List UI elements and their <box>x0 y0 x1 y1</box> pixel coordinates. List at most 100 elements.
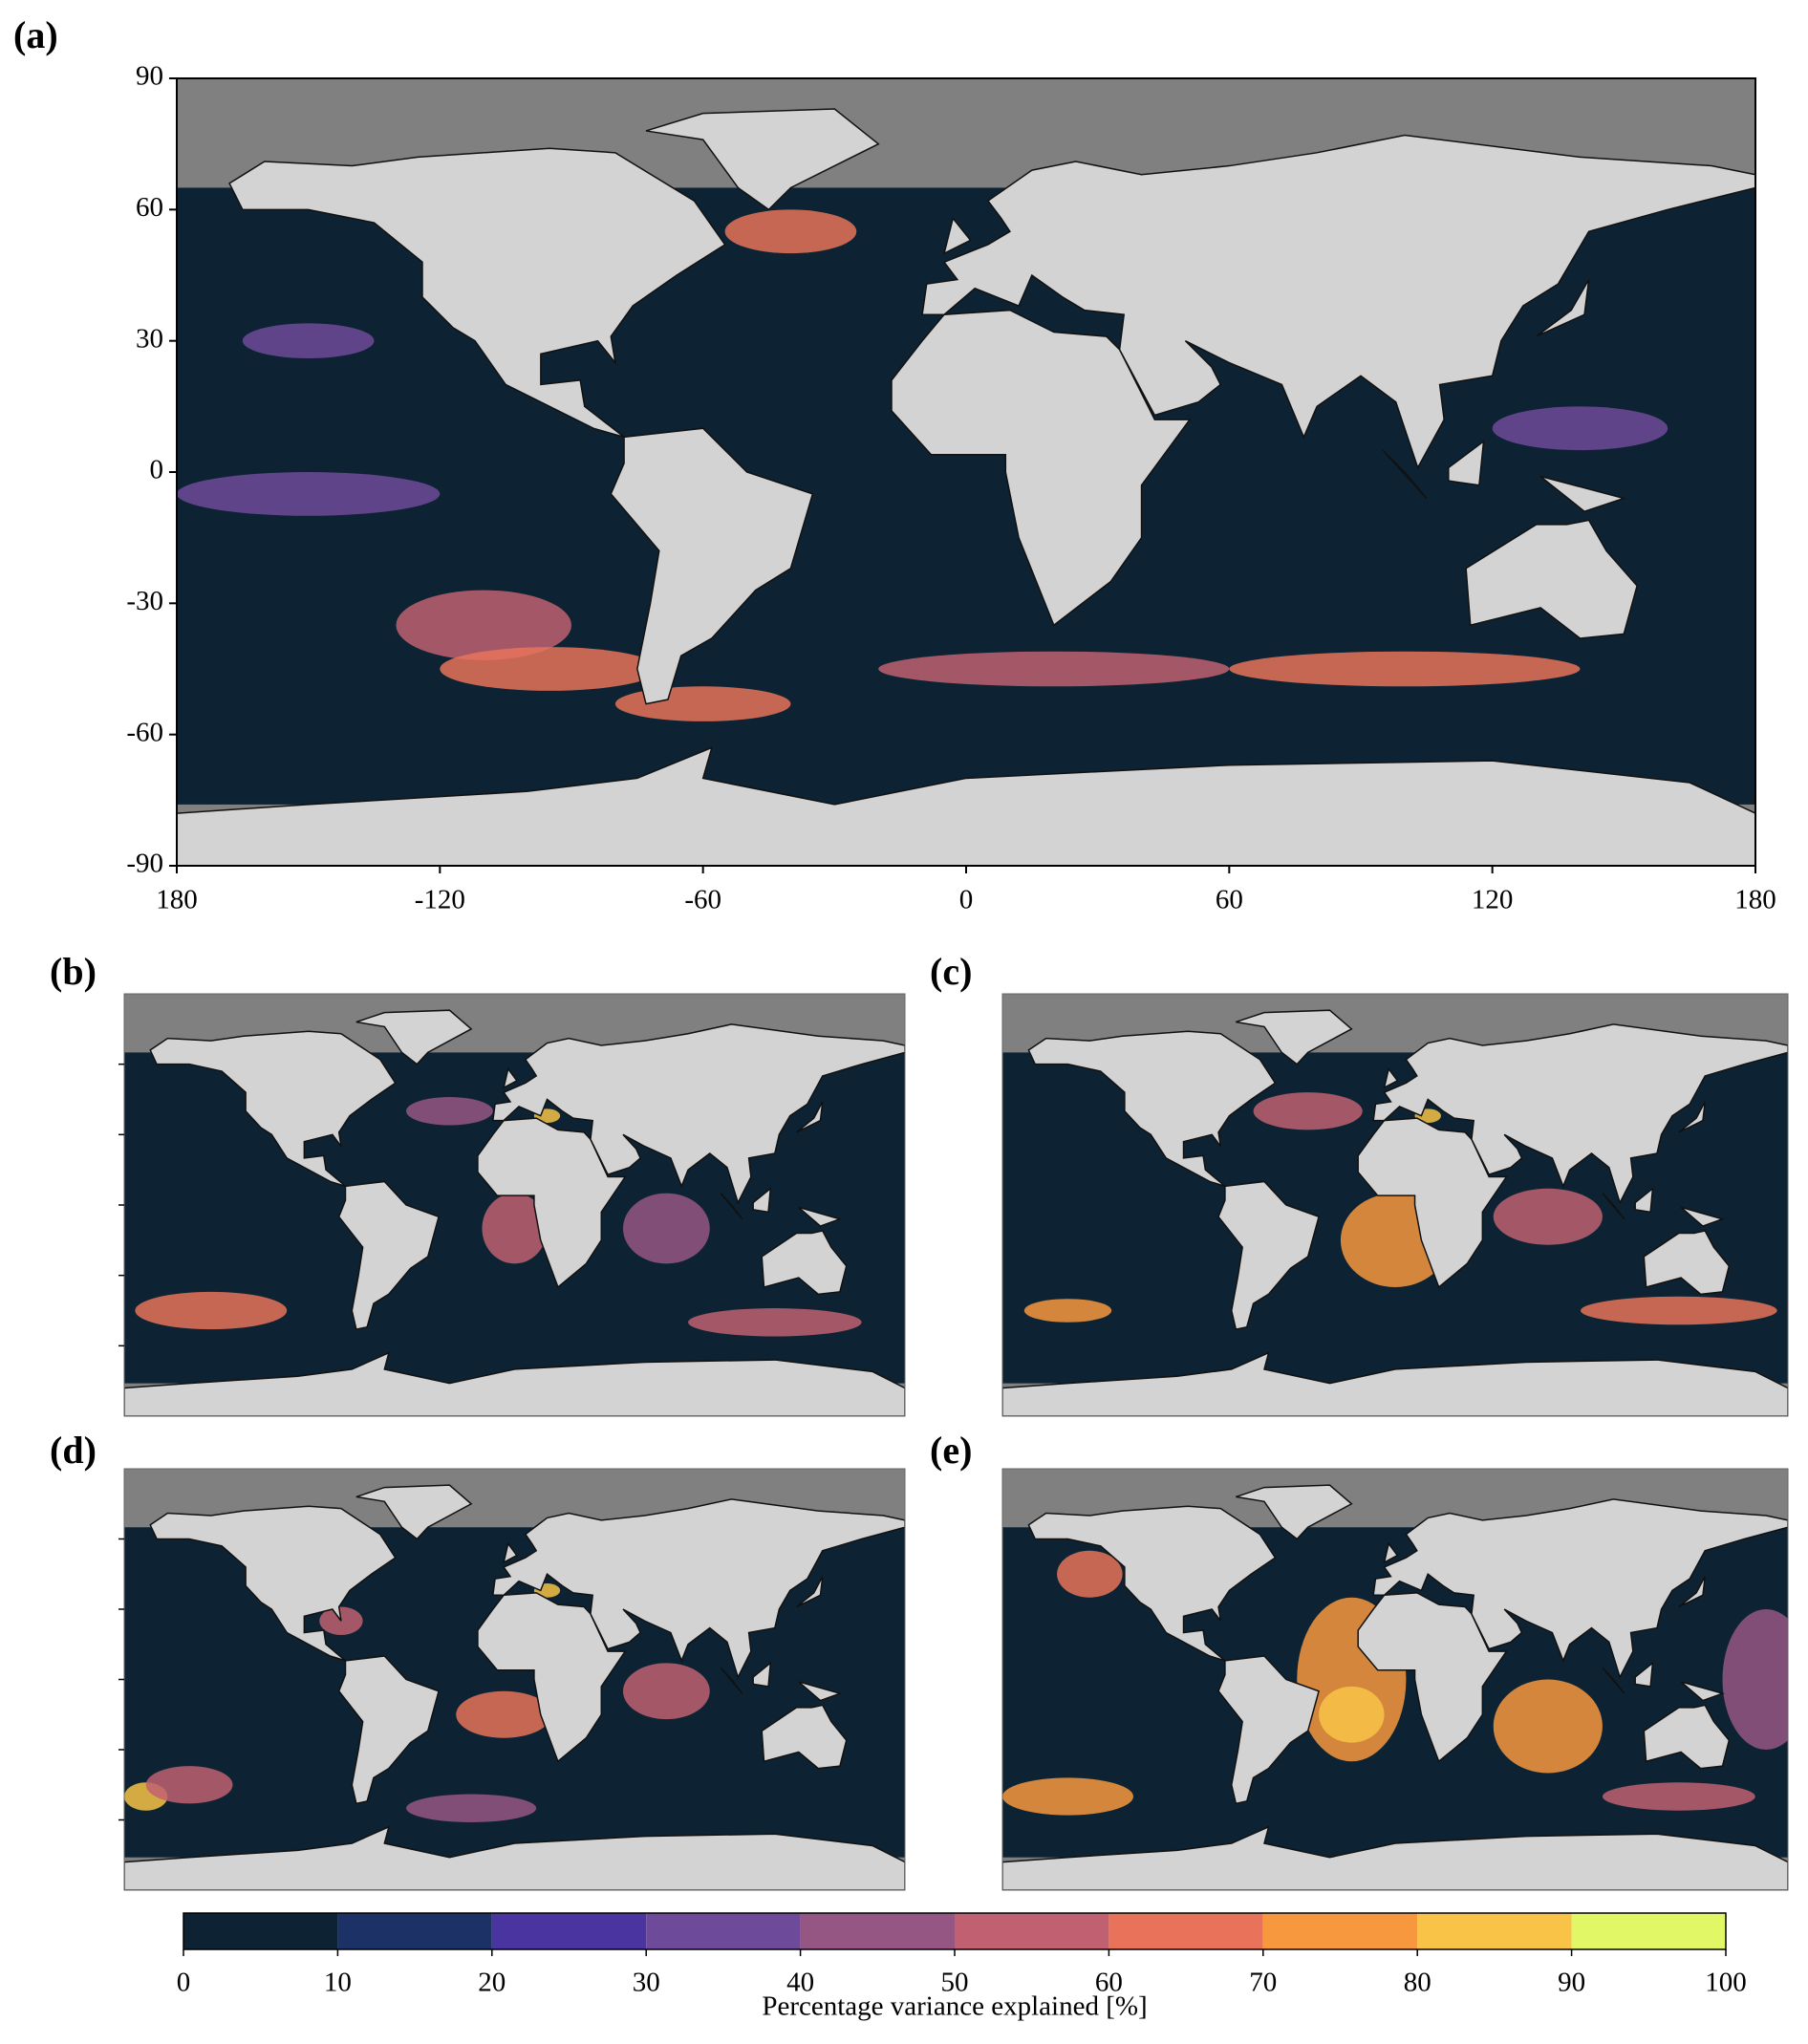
heat-patch <box>878 651 1230 687</box>
land <box>1539 475 1626 513</box>
land <box>796 1101 824 1133</box>
x-tick-label: -60 <box>684 885 721 915</box>
land <box>124 1825 905 1890</box>
heat-patch <box>145 1766 233 1804</box>
land <box>337 1655 440 1805</box>
land <box>491 1023 905 1205</box>
land <box>149 1030 397 1188</box>
land <box>477 1117 627 1289</box>
land <box>752 1187 772 1214</box>
heat-patch <box>1229 651 1581 687</box>
land <box>720 1193 743 1220</box>
land <box>1680 1681 1725 1702</box>
colorbar-segment <box>1108 1913 1263 1949</box>
map-panel <box>124 1469 905 1890</box>
heat-patch <box>135 1291 288 1330</box>
panel-frame <box>1001 993 1789 1417</box>
y-tick-label: 0 <box>150 455 164 485</box>
heat-patch <box>614 686 791 721</box>
y-tick-label: -90 <box>126 849 163 879</box>
land <box>149 1505 397 1662</box>
panel-label: (b) <box>50 950 97 993</box>
colorbar-tick-label: 60 <box>1095 1968 1123 1998</box>
colorbar-tick-label: 70 <box>1249 1968 1277 1998</box>
land <box>337 1180 440 1331</box>
heat-patch <box>622 1193 710 1264</box>
panel-frame <box>1001 1468 1789 1891</box>
heat-patch <box>406 1097 493 1126</box>
map-panel <box>177 78 1755 866</box>
x-tick-label: 180 <box>1734 885 1776 915</box>
land <box>1448 440 1485 486</box>
colorbar-tick-label: 40 <box>786 1968 814 1998</box>
colorbar-segment <box>1262 1913 1418 1949</box>
land <box>355 1484 473 1540</box>
heat-patch <box>1722 1609 1788 1750</box>
heat-patch <box>724 209 857 254</box>
heat-patch <box>1492 406 1668 451</box>
land <box>228 147 726 439</box>
land <box>1383 1066 1399 1089</box>
panel-label: (d) <box>50 1429 97 1472</box>
land <box>1634 1187 1654 1214</box>
colorbar-segment <box>183 1913 338 1949</box>
land <box>1383 1541 1399 1564</box>
land <box>177 746 1755 866</box>
colorbar-tick-label: 20 <box>478 1968 506 1998</box>
land <box>1680 1206 1725 1227</box>
land <box>761 1230 848 1296</box>
land <box>1236 1009 1353 1065</box>
panel-label: (c) <box>930 950 972 993</box>
colorbar-segment <box>491 1913 647 1949</box>
colorbar-tick-label: 0 <box>177 1968 191 1998</box>
heat-patch <box>177 472 441 516</box>
land <box>1027 1505 1277 1662</box>
land <box>477 1592 627 1763</box>
colorbar-segment <box>1571 1913 1726 1949</box>
heat-patch <box>1493 1679 1603 1774</box>
land <box>798 1206 843 1227</box>
land <box>1602 1193 1625 1220</box>
colorbar-tick-label: 30 <box>633 1968 660 1998</box>
land <box>610 427 814 705</box>
colorbar-tick-label: 10 <box>324 1968 352 1998</box>
land <box>1372 1498 1788 1680</box>
land <box>720 1667 743 1694</box>
heat-patch <box>1581 1296 1777 1325</box>
colorbar-tick-label: 80 <box>1404 1968 1431 1998</box>
land <box>1002 1351 1788 1416</box>
y-tick-label: -30 <box>126 586 163 616</box>
land <box>1634 1661 1654 1688</box>
y-tick-label: 90 <box>136 61 163 92</box>
colorbar-segment <box>800 1913 955 1949</box>
land <box>1217 1655 1320 1805</box>
land <box>798 1681 843 1702</box>
heat-patch <box>406 1794 537 1822</box>
land <box>921 134 1755 470</box>
heat-patch <box>1023 1299 1112 1323</box>
x-tick-label: 0 <box>959 885 974 915</box>
land <box>645 108 880 211</box>
land <box>503 1541 518 1564</box>
colorbar-segment <box>1417 1913 1572 1949</box>
y-tick-label: 60 <box>136 192 163 223</box>
land <box>1236 1484 1353 1540</box>
colorbar-tick-label: 50 <box>941 1968 969 1998</box>
heat-patch <box>1002 1777 1133 1816</box>
heat-patch <box>1493 1188 1603 1245</box>
colorbar-tick-label: 100 <box>1705 1968 1747 1998</box>
heat-patch <box>688 1308 862 1337</box>
land <box>1027 1030 1277 1188</box>
x-tick-label: -120 <box>415 885 465 915</box>
land <box>1465 519 1638 639</box>
colorbar-segment <box>646 1913 801 1949</box>
heat-patch <box>622 1663 710 1720</box>
heat-patch <box>396 590 571 660</box>
land <box>1002 1825 1788 1890</box>
colorbar-label: Percentage variance explained [%] <box>762 1991 1147 2022</box>
land <box>491 1498 905 1680</box>
heat-patch <box>440 647 659 691</box>
land <box>1602 1667 1625 1694</box>
land <box>1382 449 1428 499</box>
